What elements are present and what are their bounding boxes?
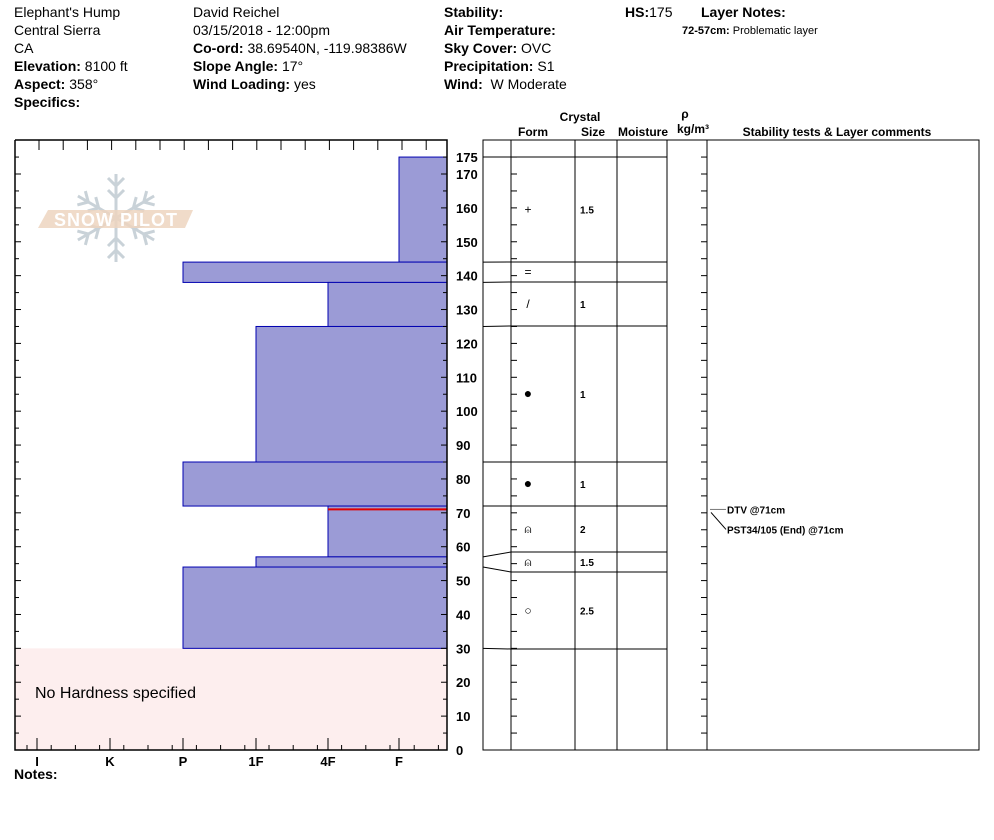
layer-connector-line bbox=[482, 647, 512, 650]
state: CA bbox=[14, 40, 34, 56]
crystal-form-symbol: ● bbox=[524, 475, 532, 491]
stability-arrow bbox=[710, 512, 727, 530]
depth-tick-label: 90 bbox=[456, 438, 470, 453]
depth-tick-label: 130 bbox=[456, 303, 478, 318]
depth-tick-label: 20 bbox=[456, 675, 470, 690]
crystal-size: 1.5 bbox=[580, 206, 594, 217]
hardness-layer-bar bbox=[327, 505, 448, 558]
density-header: kg/m³ bbox=[676, 122, 709, 136]
precipitation: Precipitation: S1 bbox=[444, 58, 555, 74]
crystal-header: Crystal bbox=[559, 110, 601, 124]
hardness-tick-label: 4F bbox=[320, 754, 335, 769]
stability-test-label: PST34/105 (End) @71cm bbox=[727, 525, 844, 536]
crystal-table-frame bbox=[482, 139, 980, 751]
depth-tick-label: 160 bbox=[456, 201, 478, 216]
range: Central Sierra bbox=[14, 22, 101, 38]
hs: HS:175 bbox=[625, 4, 673, 20]
hardness-tick-label: 1F bbox=[248, 754, 263, 769]
datetime: 03/15/2018 - 12:00pm bbox=[193, 22, 330, 38]
crystal-size: 1 bbox=[580, 300, 586, 311]
size-header: Size bbox=[580, 125, 605, 139]
snowpilot-logo bbox=[76, 174, 156, 262]
depth-tick-label: 70 bbox=[456, 506, 470, 521]
hardness-tick-label: I bbox=[35, 754, 39, 769]
aspect: Aspect: 358° bbox=[14, 76, 99, 92]
notes-label: Notes: bbox=[14, 766, 58, 782]
form-header: Form bbox=[518, 125, 548, 139]
rho-header: ρ bbox=[681, 107, 689, 121]
hardness-layer-bar bbox=[398, 156, 448, 263]
coord: Co-ord: 38.69540N, -119.98386W bbox=[193, 40, 407, 56]
crystal-size: 1 bbox=[580, 390, 586, 401]
hardness-layer-bar bbox=[255, 556, 448, 568]
depth-tick-label: 60 bbox=[456, 540, 470, 555]
stability-test-label: DTV @71cm bbox=[727, 505, 785, 516]
hardness-layer-bar bbox=[327, 281, 448, 327]
no-hardness-region bbox=[15, 648, 447, 750]
crystal-form-symbol: ⍝ bbox=[524, 555, 531, 569]
depth-tick-label: 10 bbox=[456, 709, 470, 724]
logo-banner bbox=[38, 210, 193, 228]
hardness-layer-bar bbox=[182, 566, 448, 649]
location: Elephant's Hump bbox=[14, 4, 121, 20]
elevation: Elevation: 8100 ft bbox=[14, 58, 128, 74]
crystal-form-symbol: ● bbox=[524, 385, 532, 401]
layer-notes-label: Layer Notes: bbox=[701, 4, 786, 20]
depth-tick-label: 100 bbox=[456, 404, 478, 419]
crystal-size: 2.5 bbox=[580, 607, 594, 618]
depth-tick-label: 140 bbox=[456, 269, 478, 284]
slope-angle: Slope Angle: 17° bbox=[193, 58, 304, 74]
depth-tick-label: 170 bbox=[456, 167, 478, 182]
air-temp-label: Air Temperature: bbox=[444, 22, 556, 38]
crystal-form-symbol: / bbox=[526, 297, 530, 311]
crystal-form-symbol: ○ bbox=[524, 604, 531, 618]
comments-header: Stability tests & Layer comments bbox=[742, 125, 932, 139]
layer-connector-line bbox=[482, 551, 512, 558]
crystal-size: 2 bbox=[580, 525, 586, 536]
hardness-tick-label: F bbox=[395, 754, 403, 769]
logo-text: SNOW PILOT bbox=[54, 210, 178, 230]
hardness-layer-bar bbox=[182, 461, 448, 507]
depth-tick-label: 40 bbox=[456, 607, 470, 622]
sky-cover: Sky Cover: OVC bbox=[444, 40, 552, 56]
layer-connector-line bbox=[482, 566, 512, 573]
observer: David Reichel bbox=[193, 4, 280, 20]
stability-label: Stability: bbox=[444, 4, 504, 20]
depth-tick-label: 175 bbox=[456, 150, 478, 165]
depth-tick-label: 0 bbox=[456, 743, 463, 758]
no-hardness-text: No Hardness specified bbox=[35, 685, 196, 702]
layer-note: 72-57cm: Problematic layer bbox=[682, 25, 818, 37]
depth-tick-label: 50 bbox=[456, 574, 470, 589]
crystal-form-symbol: + bbox=[524, 203, 531, 217]
depth-tick-label: 120 bbox=[456, 336, 478, 351]
specifics-label: Specifics: bbox=[14, 94, 81, 110]
wind: Wind: W Moderate bbox=[444, 76, 567, 92]
hardness-layer-bar bbox=[255, 325, 448, 463]
wind-loading: Wind Loading: yes bbox=[193, 76, 316, 92]
crystal-size: 1 bbox=[580, 480, 586, 491]
depth-tick-label: 150 bbox=[456, 235, 478, 250]
crystal-size: 1.5 bbox=[580, 558, 594, 569]
crystal-form-symbol: = bbox=[524, 265, 531, 279]
hardness-tick-label: P bbox=[179, 754, 188, 769]
hardness-tick-label: K bbox=[105, 754, 115, 769]
depth-tick-label: 80 bbox=[456, 472, 470, 487]
moisture-header: Moisture bbox=[617, 125, 668, 139]
depth-tick-label: 110 bbox=[456, 370, 477, 385]
hardness-layer-bar bbox=[182, 261, 448, 283]
depth-tick-label: 30 bbox=[456, 641, 470, 656]
crystal-form-symbol: ⍝ bbox=[524, 522, 531, 536]
